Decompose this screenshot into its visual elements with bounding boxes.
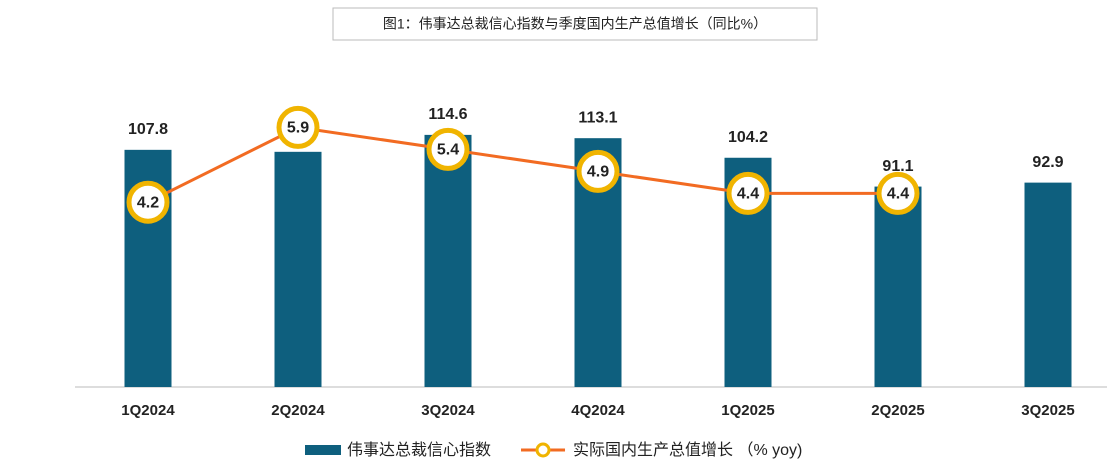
value-label: 5.9 xyxy=(287,120,309,137)
marker xyxy=(876,171,920,215)
value-label: 4.9 xyxy=(587,164,609,181)
bar xyxy=(874,186,922,387)
x-tick-label: 1Q2024 xyxy=(121,402,175,419)
bar xyxy=(424,134,472,387)
marker xyxy=(426,127,470,171)
bar xyxy=(1024,182,1072,387)
line xyxy=(147,125,898,204)
value-label: 92.9 xyxy=(1032,154,1063,171)
value-label: 91.1 xyxy=(882,158,913,175)
value-label: 113.1 xyxy=(578,109,617,126)
legend-label: 实际国内生产总值增长 （% yoy) xyxy=(573,441,802,459)
chart-title: 图1：伟事达总裁信心指数与季度国内生产总值增长（同比%） xyxy=(383,16,767,32)
marker xyxy=(576,149,620,193)
legend-label: 伟事达总裁信心指数 xyxy=(347,441,491,459)
title-box xyxy=(332,7,818,41)
marker xyxy=(126,180,170,224)
value-label: 5.4 xyxy=(437,142,459,159)
x-tick-label: 4Q2024 xyxy=(571,402,625,419)
marker xyxy=(276,105,320,149)
legend-swatch xyxy=(305,445,341,455)
bar xyxy=(274,151,322,387)
value-label: 104.2 xyxy=(728,129,768,146)
value-label: 4.4 xyxy=(737,186,759,203)
value-label: 114.6 xyxy=(428,106,467,123)
x-tick-label: 3Q2024 xyxy=(421,402,475,419)
legend-swatch xyxy=(535,442,551,458)
marker xyxy=(726,171,770,215)
x-tick-label: 2Q2025 xyxy=(871,402,924,419)
x-tick-label: 2Q2024 xyxy=(271,402,325,419)
x-tick-label: 3Q2025 xyxy=(1021,402,1074,419)
value-label: 4.2 xyxy=(137,194,159,211)
x-tick-label: 1Q2025 xyxy=(721,402,774,419)
value-label: 4.4 xyxy=(887,186,909,203)
value-label: 107.8 xyxy=(128,121,168,138)
